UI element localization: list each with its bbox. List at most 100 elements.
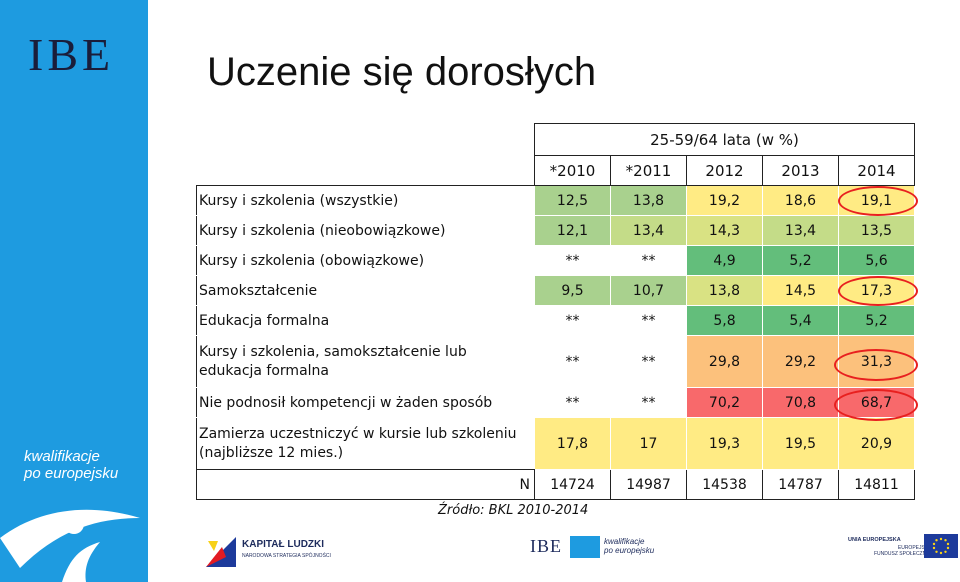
year-header: 2013 xyxy=(762,155,839,186)
year-header: 2014 xyxy=(838,155,915,186)
ibe-footer-tagline-line: po europejsku xyxy=(604,546,655,555)
year-header: 2012 xyxy=(686,155,763,186)
table-cell: ** xyxy=(610,387,687,418)
highlight-ring xyxy=(838,186,918,216)
kapital-ludzki-title: KAPITAŁ LUDZKI xyxy=(242,539,325,550)
table-cell: ** xyxy=(534,245,611,276)
ibe-footer-square-icon xyxy=(570,536,600,558)
kapital-ludzki-subtitle: NARODOWA STRATEGIA SPÓJNOŚCI xyxy=(242,553,331,559)
table-row: Kursy i szkolenia (obowiązkowe) ** ** 4,… xyxy=(196,245,915,276)
table-cell: 5,6 xyxy=(838,245,915,276)
table-group-header: 25-59/64 lata (w %) xyxy=(534,123,915,156)
row-label: Nie podnosił kompetencji w żaden sposób xyxy=(196,387,535,418)
row-label: Edukacja formalna xyxy=(196,305,535,336)
table-cell: ** xyxy=(610,305,687,336)
table-cell: 17 xyxy=(610,417,687,470)
table-row: Edukacja formalna ** ** 5,8 5,4 5,2 xyxy=(196,305,915,336)
kapital-ludzki-flag-icon xyxy=(206,537,236,567)
eu-subtitle: EUROPEJSKI FUNDUSZ SPOŁECZNY xyxy=(874,545,930,557)
table-cell: 12,5 xyxy=(534,185,611,216)
table-cell: 13,4 xyxy=(762,215,839,246)
table-corner xyxy=(196,123,535,156)
highlight-ring xyxy=(838,276,918,306)
table-cell: ** xyxy=(610,335,687,388)
table-cell: 70,8 xyxy=(762,387,839,418)
table-cell: 29,8 xyxy=(686,335,763,388)
eu-title: UNIA EUROPEJSKA xyxy=(848,537,901,543)
data-table: 25-59/64 lata (w %) *2010 *2011 2012 201… xyxy=(196,123,915,500)
table-cell: 4,9 xyxy=(686,245,763,276)
ibe-footer-tagline: kwalifikacje po europejsku xyxy=(604,537,654,555)
table-cell: ** xyxy=(534,305,611,336)
table-header-group-row: 25-59/64 lata (w %) xyxy=(196,123,915,156)
table-cell: 5,4 xyxy=(762,305,839,336)
n-cell: 14811 xyxy=(838,469,915,500)
table-years-row: *2010 *2011 2012 2013 2014 xyxy=(196,155,915,186)
table-cell: 17,8 xyxy=(534,417,611,470)
ibe-footer-text: IBE xyxy=(530,536,562,556)
table-row: Kursy i szkolenia, samokształcenie lub e… xyxy=(196,335,915,388)
eu-subtitle-line: FUNDUSZ SPOŁECZNY xyxy=(874,551,930,557)
kapital-ludzki-logo: KAPITAŁ LUDZKI NARODOWA STRATEGIA SPÓJNO… xyxy=(198,535,368,569)
ibe-footer-logo: IBE kwalifikacje po europejsku xyxy=(530,534,670,564)
table-row: Nie podnosił kompetencji w żaden sposób … xyxy=(196,387,915,418)
n-cell: 14538 xyxy=(686,469,763,500)
side-tagline-line-1: kwalifikacje xyxy=(24,448,100,465)
row-label: Samokształcenie xyxy=(196,275,535,306)
eu-flag-icon xyxy=(924,534,958,558)
table-row: Zamierza uczestniczyć w kursie lub szkol… xyxy=(196,417,915,470)
row-label: Kursy i szkolenia, samokształcenie lub e… xyxy=(196,335,535,388)
table-cell: 5,2 xyxy=(762,245,839,276)
table-cell: ** xyxy=(610,245,687,276)
eu-logo: UNIA EUROPEJSKA EUROPEJSKI FUNDUSZ SPOŁE… xyxy=(830,534,960,564)
running-figure-icon xyxy=(0,509,140,582)
row-label-line: Zamierza uczestniczyć w kursie lub szkol… xyxy=(199,425,517,442)
n-label: N xyxy=(196,469,535,500)
table-cell: 18,6 xyxy=(762,185,839,216)
table-cell: 19,5 xyxy=(762,417,839,470)
table-cell: 19,2 xyxy=(686,185,763,216)
table-cell: 14,5 xyxy=(762,275,839,306)
table-row: Kursy i szkolenia (wszystkie) 12,5 13,8 … xyxy=(196,185,915,216)
table-cell: 19,3 xyxy=(686,417,763,470)
table-cell: 14,3 xyxy=(686,215,763,246)
side-band: IBE kwalifikacje po europejsku xyxy=(0,0,148,582)
table-cell: 10,7 xyxy=(610,275,687,306)
source-note: Źródło: BKL 2010-2014 xyxy=(438,503,589,518)
row-label-line: (najbliższe 12 mies.) xyxy=(199,444,344,461)
row-label: Kursy i szkolenia (obowiązkowe) xyxy=(196,245,535,276)
table-cell: 70,2 xyxy=(686,387,763,418)
table-cell: 13,5 xyxy=(838,215,915,246)
ibe-logo: IBE xyxy=(28,29,115,80)
table-cell: 5,2 xyxy=(838,305,915,336)
table-cell: ** xyxy=(534,335,611,388)
highlight-ring xyxy=(834,389,918,421)
side-tagline-line-2: po europejsku xyxy=(24,465,119,482)
row-label-line: Kursy i szkolenia, samokształcenie lub xyxy=(199,343,467,360)
year-header: *2010 xyxy=(534,155,611,186)
eu-subtitle-line: EUROPEJSKI xyxy=(897,545,930,551)
row-label: Kursy i szkolenia (wszystkie) xyxy=(196,185,535,216)
table-cell: 9,5 xyxy=(534,275,611,306)
table-cell: 13,8 xyxy=(610,185,687,216)
row-label-line: edukacja formalna xyxy=(199,362,329,379)
table-cell: 13,8 xyxy=(686,275,763,306)
table-cell: 12,1 xyxy=(534,215,611,246)
side-tagline: kwalifikacje po europejsku xyxy=(24,448,118,482)
highlight-ring xyxy=(834,349,918,381)
n-cell: 14987 xyxy=(610,469,687,500)
row-label: Kursy i szkolenia (nieobowiązkowe) xyxy=(196,215,535,246)
year-header: *2011 xyxy=(610,155,687,186)
table-corner-2 xyxy=(196,155,535,186)
table-cell: 20,9 xyxy=(838,417,915,470)
table-cell: 13,4 xyxy=(610,215,687,246)
table-row: Samokształcenie 9,5 10,7 13,8 14,5 17,3 xyxy=(196,275,915,306)
ibe-footer-tagline-line: kwalifikacje xyxy=(604,537,645,546)
table-cell: 5,8 xyxy=(686,305,763,336)
table-row: Kursy i szkolenia (nieobowiązkowe) 12,1 … xyxy=(196,215,915,246)
n-cell: 14724 xyxy=(534,469,611,500)
row-label: Zamierza uczestniczyć w kursie lub szkol… xyxy=(196,417,535,470)
n-cell: 14787 xyxy=(762,469,839,500)
table-cell: 29,2 xyxy=(762,335,839,388)
page-title: Uczenie się dorosłych xyxy=(207,50,597,94)
